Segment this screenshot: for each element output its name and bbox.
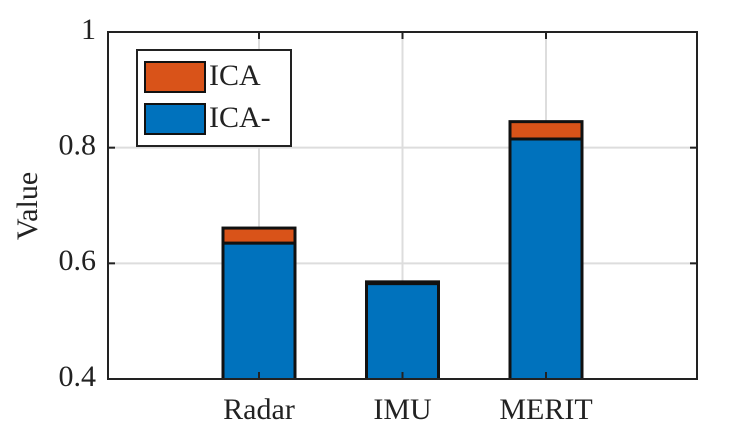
- y-axis-label: Value: [11, 172, 44, 240]
- x-tick-label: MERIT: [499, 393, 592, 426]
- bar-segment: [221, 226, 297, 245]
- x-tick-label: IMU: [373, 393, 432, 426]
- bar-segment: [221, 241, 297, 379]
- y-tick-label: 0.4: [59, 360, 97, 393]
- y-tick-label: 1: [81, 13, 96, 46]
- legend-label: ICA: [209, 59, 261, 92]
- bar-segment: [508, 137, 584, 379]
- legend-swatch: [144, 103, 206, 135]
- legend-label: ICA-: [209, 101, 271, 134]
- x-tick-label: Radar: [223, 393, 295, 426]
- bar-segment: [365, 282, 440, 379]
- bar-segment: [508, 120, 584, 141]
- y-tick-label: 0.8: [59, 129, 97, 162]
- y-tick-label: 0.6: [59, 244, 97, 277]
- bars: [221, 120, 584, 379]
- bar-segment: [365, 280, 440, 286]
- legend-swatch: [144, 61, 206, 93]
